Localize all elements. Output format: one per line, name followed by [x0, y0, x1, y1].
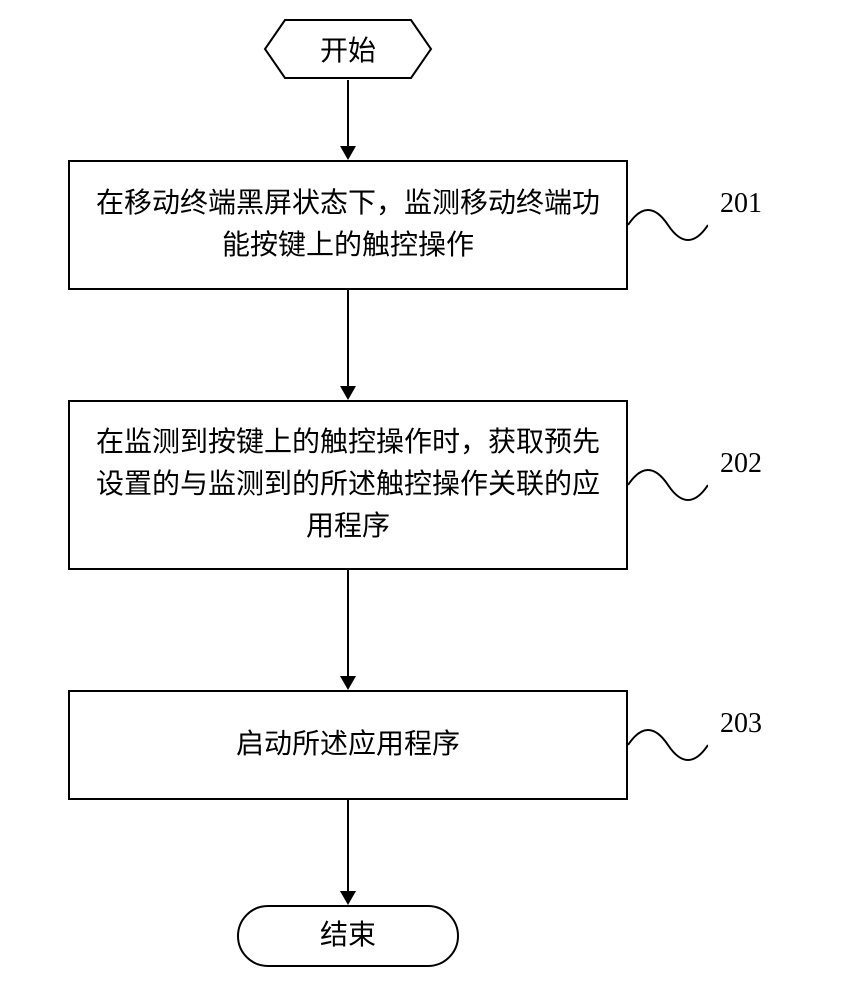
arrow-4-head — [340, 891, 356, 905]
arrow-3-head — [340, 676, 356, 690]
process-step-3-text: 启动所述应用程序 — [236, 724, 460, 766]
process-step-1: 在移动终端黑屏状态下，监测移动终端功能按键上的触控操作 — [68, 160, 628, 290]
process-step-2: 在监测到按键上的触控操作时，获取预先设置的与监测到的所述触控操作关联的应用程序 — [68, 400, 628, 570]
arrow-4 — [347, 800, 349, 891]
process-step-1-text: 在移动终端黑屏状态下，监测移动终端功能按键上的触控操作 — [90, 183, 606, 267]
connector-3 — [628, 715, 708, 775]
step-label-1: 201 — [720, 188, 762, 220]
arrow-2-head — [340, 386, 356, 400]
arrow-1-head — [340, 146, 356, 160]
start-terminator-text: 开始 — [263, 18, 433, 80]
end-label: 结束 — [320, 915, 376, 957]
flowchart-container: 开始 在移动终端黑屏状态下，监测移动终端功能按键上的触控操作 201 在监测到按… — [0, 0, 868, 1000]
end-terminator: 结束 — [237, 905, 459, 967]
connector-1 — [628, 195, 708, 255]
process-step-2-text: 在监测到按键上的触控操作时，获取预先设置的与监测到的所述触控操作关联的应用程序 — [90, 422, 606, 548]
arrow-2 — [347, 290, 349, 386]
step-label-3: 203 — [720, 708, 762, 740]
arrow-3 — [347, 570, 349, 676]
connector-2 — [628, 455, 708, 515]
start-label: 开始 — [320, 29, 376, 69]
step-label-2: 202 — [720, 448, 762, 480]
arrow-1 — [347, 80, 349, 146]
process-step-3: 启动所述应用程序 — [68, 690, 628, 800]
